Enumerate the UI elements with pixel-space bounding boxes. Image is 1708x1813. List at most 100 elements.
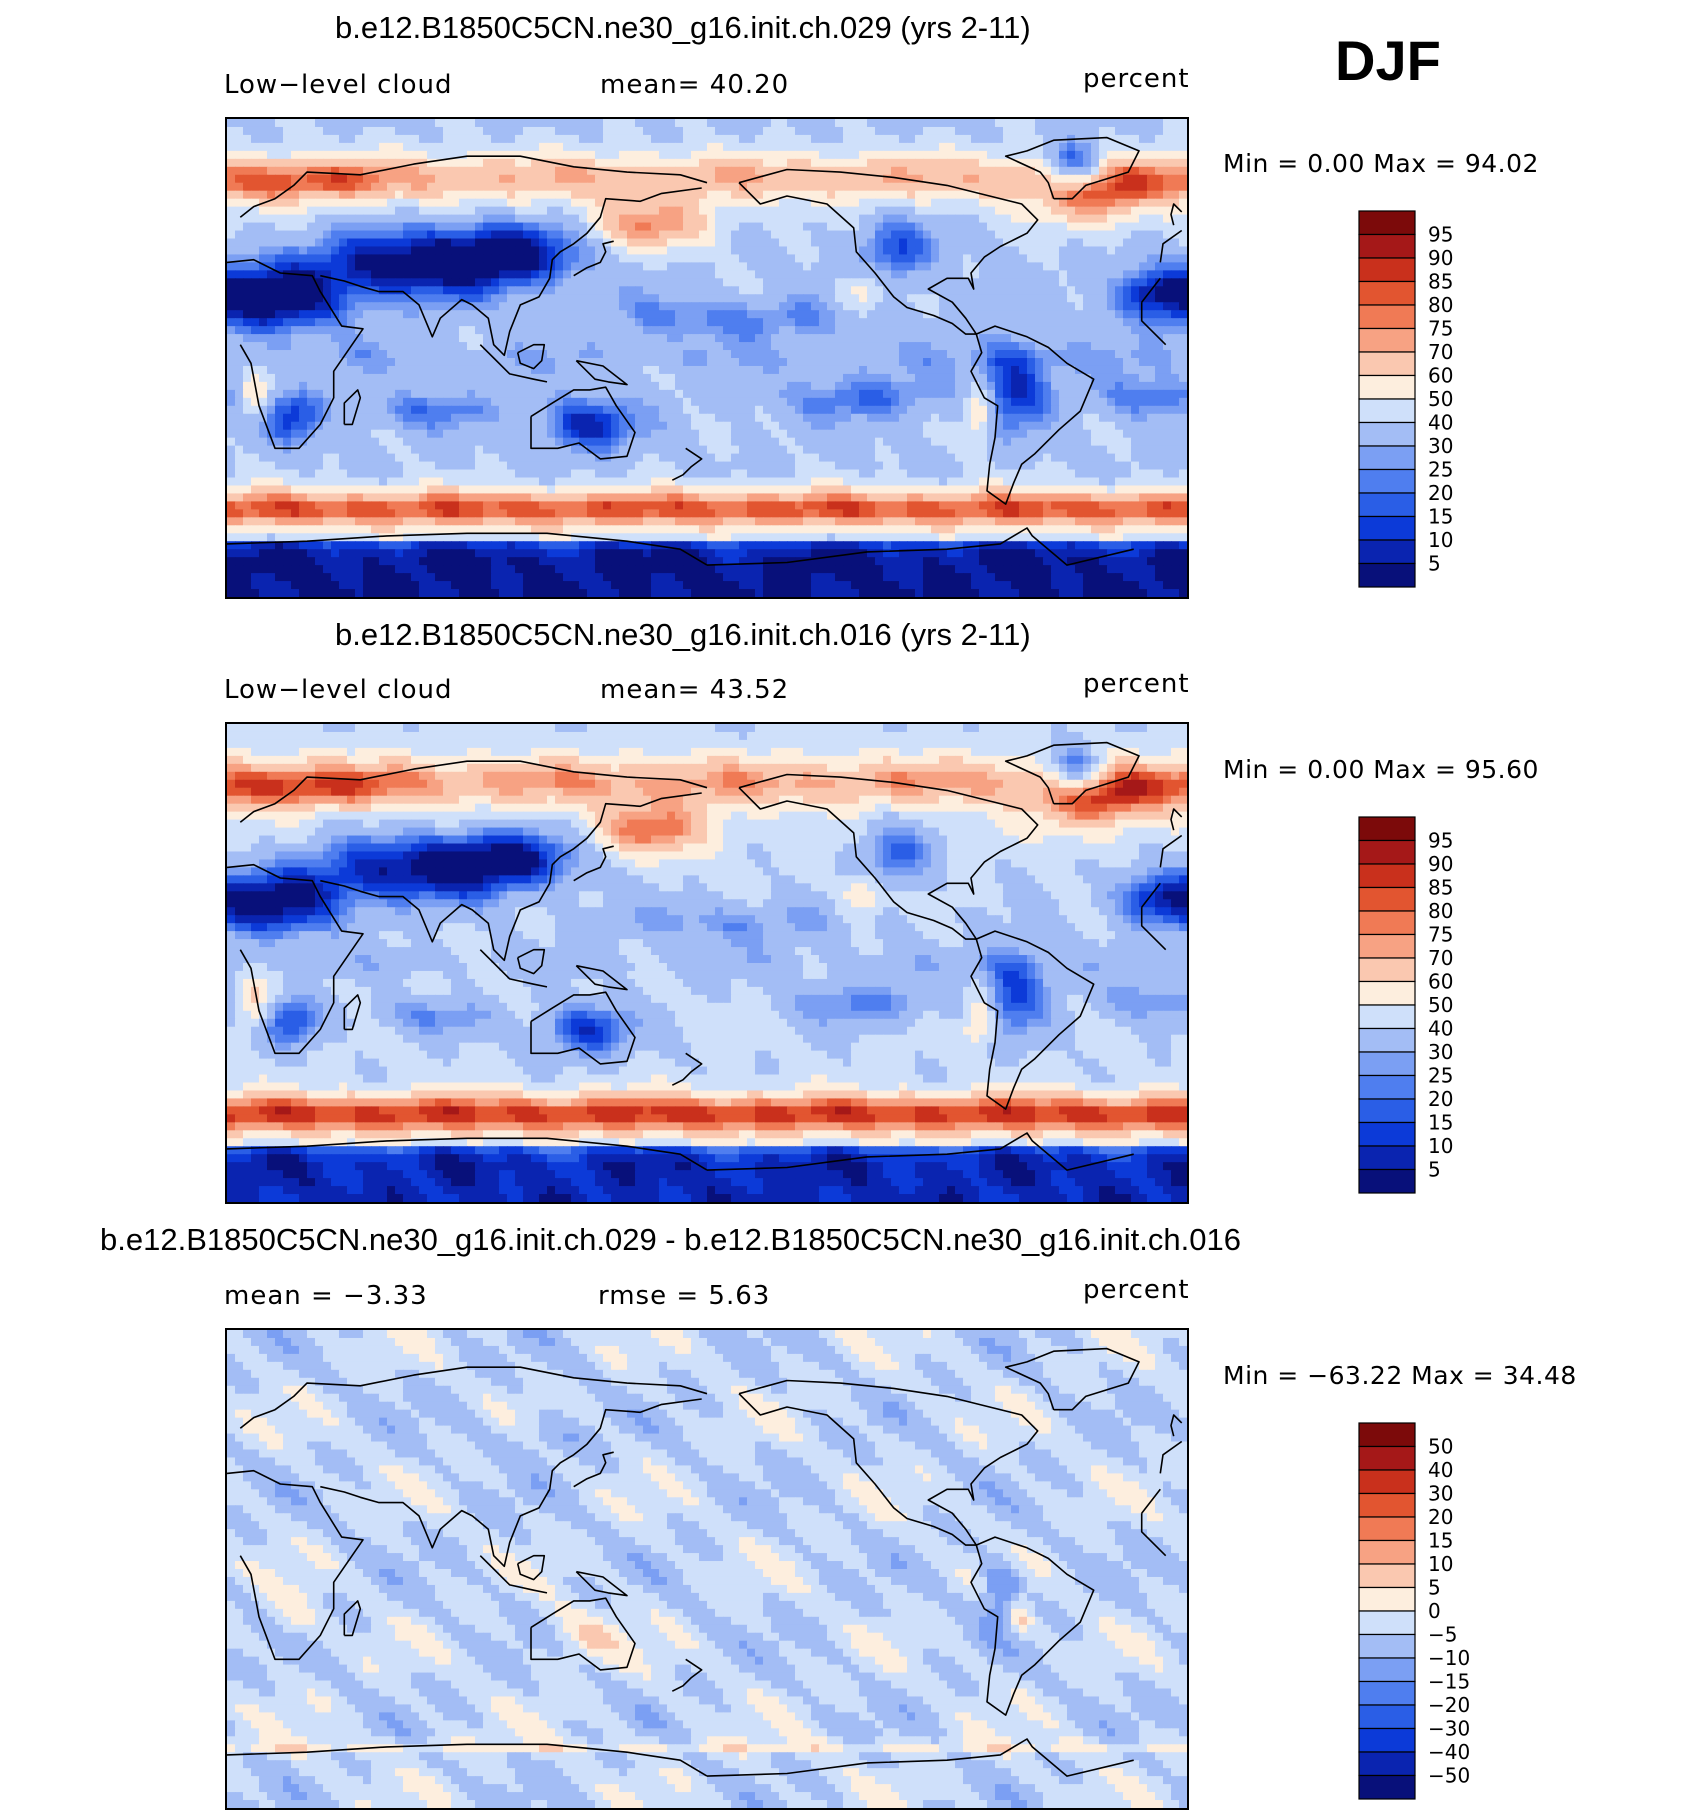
coastline — [530, 991, 636, 1065]
colorbar-tick-label: 95 — [1428, 223, 1453, 247]
colorbar-box — [1358, 863, 1416, 889]
colorbar-tick-label: 90 — [1428, 852, 1453, 876]
colorbar-tick-label: 10 — [1428, 528, 1453, 552]
colorbar-box — [1358, 1121, 1416, 1147]
map-field-cells — [227, 724, 1187, 1202]
coastline — [239, 1366, 1183, 1474]
colorbar-tick-label: −50 — [1428, 1764, 1470, 1788]
coastline — [1170, 203, 1183, 226]
colorbar-tick-label: 85 — [1428, 270, 1453, 294]
colorbar-tick-label: −5 — [1428, 1623, 1457, 1647]
coastline — [530, 386, 636, 460]
colorbar-box — [1358, 562, 1416, 588]
colorbar-box — [1358, 1539, 1416, 1565]
panel-2-variable-label: Low−level cloud — [224, 675, 452, 705]
panel-3-colorbar: 50 40 30 20 15 10 5 0 −5 −10 −15 −20 −30 −40 −50 — [1358, 1422, 1498, 1802]
colorbar-tick-label: 85 — [1428, 876, 1453, 900]
colorbar-tick-label: −20 — [1428, 1693, 1470, 1717]
coastline — [227, 863, 1167, 1055]
colorbar-tick-label: 0 — [1428, 1599, 1441, 1623]
colorbar-tick-label: 10 — [1428, 1552, 1453, 1576]
colorbar-tick-label: 20 — [1428, 481, 1453, 505]
coastline — [573, 1451, 614, 1488]
coastline — [575, 964, 628, 991]
colorbar-box — [1358, 327, 1416, 353]
coastline — [479, 949, 548, 988]
colorbar-tick-label: 5 — [1428, 1158, 1441, 1182]
panel-3-minmax-label: Min = −63.22 Max = 34.48 — [1223, 1361, 1577, 1390]
panel-3-rmse-label: rmse = 5.63 — [598, 1281, 770, 1311]
coastline — [1004, 136, 1140, 200]
colorbar-box — [1358, 1098, 1416, 1124]
coastline — [1004, 741, 1140, 805]
coastline — [227, 1738, 1134, 1777]
colorbar-box — [1358, 980, 1416, 1006]
colorbar-tick-label: 75 — [1428, 923, 1453, 947]
coastline — [970, 325, 1095, 505]
colorbar-tick-label: 40 — [1428, 411, 1453, 435]
coastline — [573, 845, 614, 882]
panel-1-colorbar: 95 90 85 80 75 70 60 50 40 30 25 20 15 10 5 — [1358, 210, 1498, 590]
colorbar-box — [1358, 1586, 1416, 1612]
coastline — [738, 168, 1039, 335]
map-field-cells — [227, 1330, 1187, 1808]
coastline — [343, 389, 362, 426]
colorbar-tick-label: 50 — [1428, 993, 1453, 1017]
colorbar-box — [1358, 1704, 1416, 1730]
colorbar-box — [1358, 210, 1416, 236]
panel-2-minmax-label: Min = 0.00 Max = 95.60 — [1223, 755, 1539, 784]
colorbar-tick-label: 20 — [1428, 1087, 1453, 1111]
coastline — [738, 1379, 1039, 1546]
colorbar-tick-label: 80 — [1428, 293, 1453, 317]
panel-2-colorbar: 95 90 85 80 75 70 60 50 40 30 25 20 15 10 5 — [1358, 816, 1498, 1196]
colorbar-tick-label: 75 — [1428, 317, 1453, 341]
colorbar-tick-label: 15 — [1428, 505, 1453, 529]
coastline — [530, 1597, 636, 1671]
colorbar-box — [1358, 1004, 1416, 1030]
colorbar-tick-label: 10 — [1428, 1134, 1453, 1158]
colorbar-tick-label: 30 — [1428, 1040, 1453, 1064]
panel-1-variable-label: Low−level cloud — [224, 70, 452, 100]
coastline — [573, 240, 614, 277]
colorbar-box — [1358, 515, 1416, 541]
colorbar-box — [1358, 933, 1416, 959]
colorbar-box — [1358, 539, 1416, 565]
colorbar-box — [1358, 1516, 1416, 1542]
colorbar-box — [1358, 1422, 1416, 1448]
colorbar-tick-label: 70 — [1428, 946, 1453, 970]
coastline — [1170, 808, 1183, 831]
coastline — [970, 1536, 1095, 1716]
colorbar-tick-label: 40 — [1428, 1017, 1453, 1041]
colorbar-box — [1358, 910, 1416, 936]
coastline — [239, 155, 1183, 263]
coastlines — [227, 136, 1183, 566]
colorbar-tick-label: −10 — [1428, 1646, 1470, 1670]
colorbar-box — [1358, 304, 1416, 330]
colorbar-box — [1358, 398, 1416, 424]
coastline — [516, 948, 546, 975]
coastline — [320, 792, 702, 962]
coastline — [671, 1658, 703, 1692]
coastline — [343, 994, 362, 1031]
panel-2-units-label: percent — [1083, 669, 1190, 699]
colorbar-tick-label: 60 — [1428, 970, 1453, 994]
colorbar-tick-label: −30 — [1428, 1717, 1470, 1741]
colorbar-box — [1358, 1469, 1416, 1495]
colorbar-box — [1358, 1445, 1416, 1471]
colorbar-tick-label: 5 — [1428, 1576, 1441, 1600]
coastline — [343, 1600, 362, 1637]
coastline — [516, 1554, 546, 1581]
colorbar-box — [1358, 1610, 1416, 1636]
coastline — [1170, 1414, 1183, 1437]
panel-1-minmax-label: Min = 0.00 Max = 94.02 — [1223, 149, 1539, 178]
colorbar-box — [1358, 1680, 1416, 1706]
colorbar-box — [1358, 351, 1416, 377]
coastline — [239, 760, 1183, 868]
coastlines — [227, 1347, 1183, 1777]
coastlines — [227, 741, 1183, 1171]
coastline — [516, 343, 546, 370]
coastline — [479, 1555, 548, 1594]
colorbar-box — [1358, 1168, 1416, 1194]
colorbar-box — [1358, 280, 1416, 306]
colorbar-tick-label: 25 — [1428, 458, 1453, 482]
